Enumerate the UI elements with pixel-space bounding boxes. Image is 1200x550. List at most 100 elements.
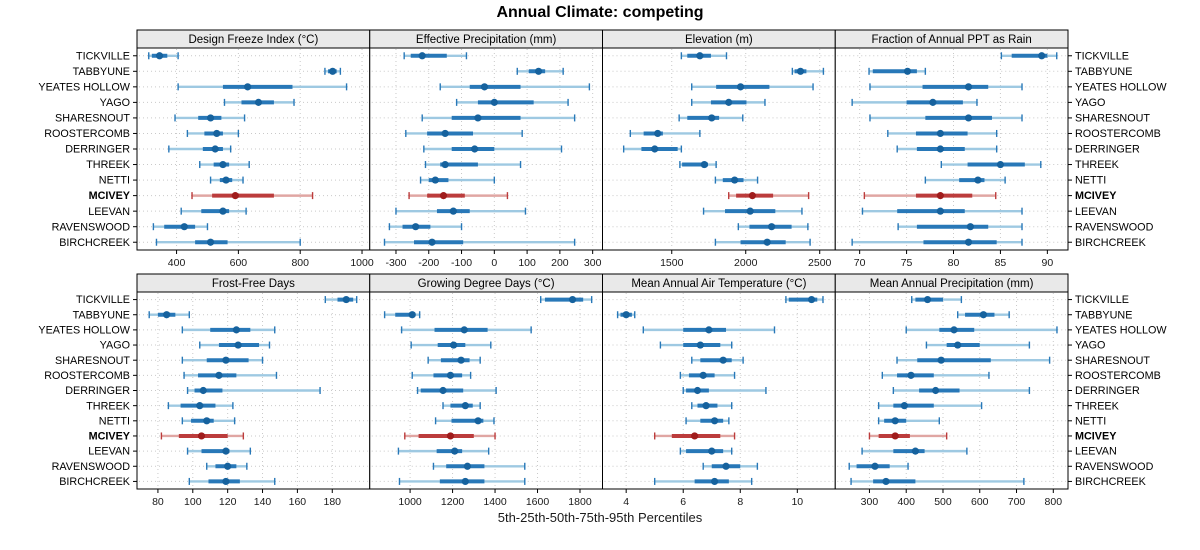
median-dot [696, 52, 704, 60]
site-label-left: ROOSTERCOMB [44, 128, 130, 140]
median-dot [460, 326, 468, 334]
axis-tick-label: 500 [934, 496, 952, 508]
median-dot [622, 311, 630, 319]
median-dot [222, 356, 230, 364]
axis-tick-label: 100 [518, 257, 536, 269]
median-dot [222, 477, 230, 486]
median-dot [871, 462, 879, 470]
site-label-right: BIRCHCREEK [1075, 476, 1147, 488]
median-dot [768, 223, 776, 231]
median-dot [651, 145, 659, 153]
median-dot [439, 386, 447, 395]
site-label-left: NETTI [99, 175, 130, 187]
axis-tick-label: 85 [995, 257, 1007, 269]
site-label-right: TABBYUNE [1075, 66, 1132, 78]
median-dot [936, 145, 944, 153]
site-label-right: TABBYUNE [1075, 309, 1132, 321]
median-dot [231, 192, 239, 200]
median-dot [224, 462, 232, 470]
axis-tick-label: 300 [584, 257, 602, 269]
median-dot [480, 83, 489, 91]
axis-tick-label: 90 [1042, 257, 1054, 269]
median-dot [446, 432, 455, 440]
median-dot [490, 98, 498, 106]
median-dot [441, 129, 449, 138]
site-label-left: YAGO [100, 97, 130, 109]
median-dot [748, 192, 756, 200]
median-dot [936, 192, 944, 200]
site-label-left: LEEVAN [88, 206, 130, 218]
median-dot [213, 129, 221, 138]
axis-tick-label: 400 [897, 496, 915, 508]
median-dot [891, 432, 899, 440]
axis-tick-label: 300 [861, 496, 879, 508]
median-dot [979, 311, 988, 319]
strip-title: Elevation (m) [685, 34, 753, 46]
site-label-right: ROOSTERCOMB [1075, 370, 1161, 382]
axis-tick-label: 1000 [398, 496, 422, 508]
median-dot [196, 402, 204, 410]
median-dot [180, 223, 188, 231]
site-label-left: TABBYUNE [73, 66, 130, 78]
median-dot [474, 417, 482, 425]
strip-title: Fraction of Annual PPT as Rain [872, 34, 1032, 46]
median-dot [244, 83, 252, 91]
median-dot [155, 52, 164, 60]
axis-tick-label: 100 [184, 496, 202, 508]
site-label-left: SHARESNOUT [55, 355, 130, 367]
median-dot [891, 417, 899, 425]
panel-2: -300 -200 -100 0 100 200 300 Effective Precipit… [369, 29, 603, 269]
site-label-right: THREEK [1075, 400, 1120, 412]
axis-tick-label: 120 [219, 496, 237, 508]
median-dot [428, 238, 436, 246]
axis-tick-label: 1200 [441, 496, 465, 508]
panel-5: 80 100 120 140 160 180 Frost-Free Days [136, 273, 371, 508]
median-dot [474, 114, 482, 122]
site-label-right: DERRINGER [1075, 144, 1140, 156]
axis-tick-label: 1500 [660, 257, 684, 269]
median-dot [329, 67, 337, 75]
median-dot [450, 341, 458, 349]
median-dot [197, 432, 206, 440]
site-label-right: SHARESNOUT [1075, 113, 1150, 125]
site-label-left: YEATES HOLLOW [38, 81, 130, 93]
median-dot [211, 145, 219, 153]
median-dot [907, 371, 915, 379]
site-label-right: RAVENSWOOD [1075, 221, 1154, 233]
median-dot [725, 98, 733, 106]
axis-tick-label: 80 [948, 257, 960, 269]
axis-tick-label: 700 [1008, 496, 1026, 508]
axis-tick-label: 800 [291, 257, 309, 269]
site-label-right: TICKVILLE [1075, 50, 1129, 62]
median-dot [203, 417, 211, 425]
median-dot [923, 295, 932, 304]
site-label-left: TABBYUNE [73, 309, 130, 321]
site-label-right: SHARESNOUT [1075, 355, 1150, 367]
axis-tick-label: 10 [791, 496, 803, 508]
median-dot [451, 447, 459, 455]
median-dot [234, 341, 242, 349]
median-dot [911, 447, 920, 455]
site-label-left: NETTI [99, 415, 130, 427]
axis-tick-label: 6 [680, 496, 686, 508]
median-dot [568, 295, 577, 304]
axis-tick-label: 1400 [483, 496, 507, 508]
median-dot [708, 114, 716, 122]
site-label-right: YAGO [1075, 97, 1105, 109]
panel-8: 300 400 500 600 700 800 Mean Annual Precipitat… [834, 273, 1069, 508]
site-label-left: BIRCHCREEK [59, 476, 131, 488]
median-dot [966, 223, 974, 231]
axis-tick-label: 1600 [526, 496, 550, 508]
site-label-right: TICKVILLE [1075, 294, 1129, 306]
axis-tick-label: 600 [230, 257, 248, 269]
median-dot [932, 386, 940, 395]
median-dot [219, 207, 227, 215]
median-dot [457, 356, 465, 364]
site-label-left: DERRINGER [65, 385, 130, 397]
median-dot [222, 447, 230, 455]
axis-tick-label: 800 [1045, 496, 1063, 508]
median-dot [964, 238, 973, 246]
site-label-left: MCIVEY [89, 431, 131, 443]
